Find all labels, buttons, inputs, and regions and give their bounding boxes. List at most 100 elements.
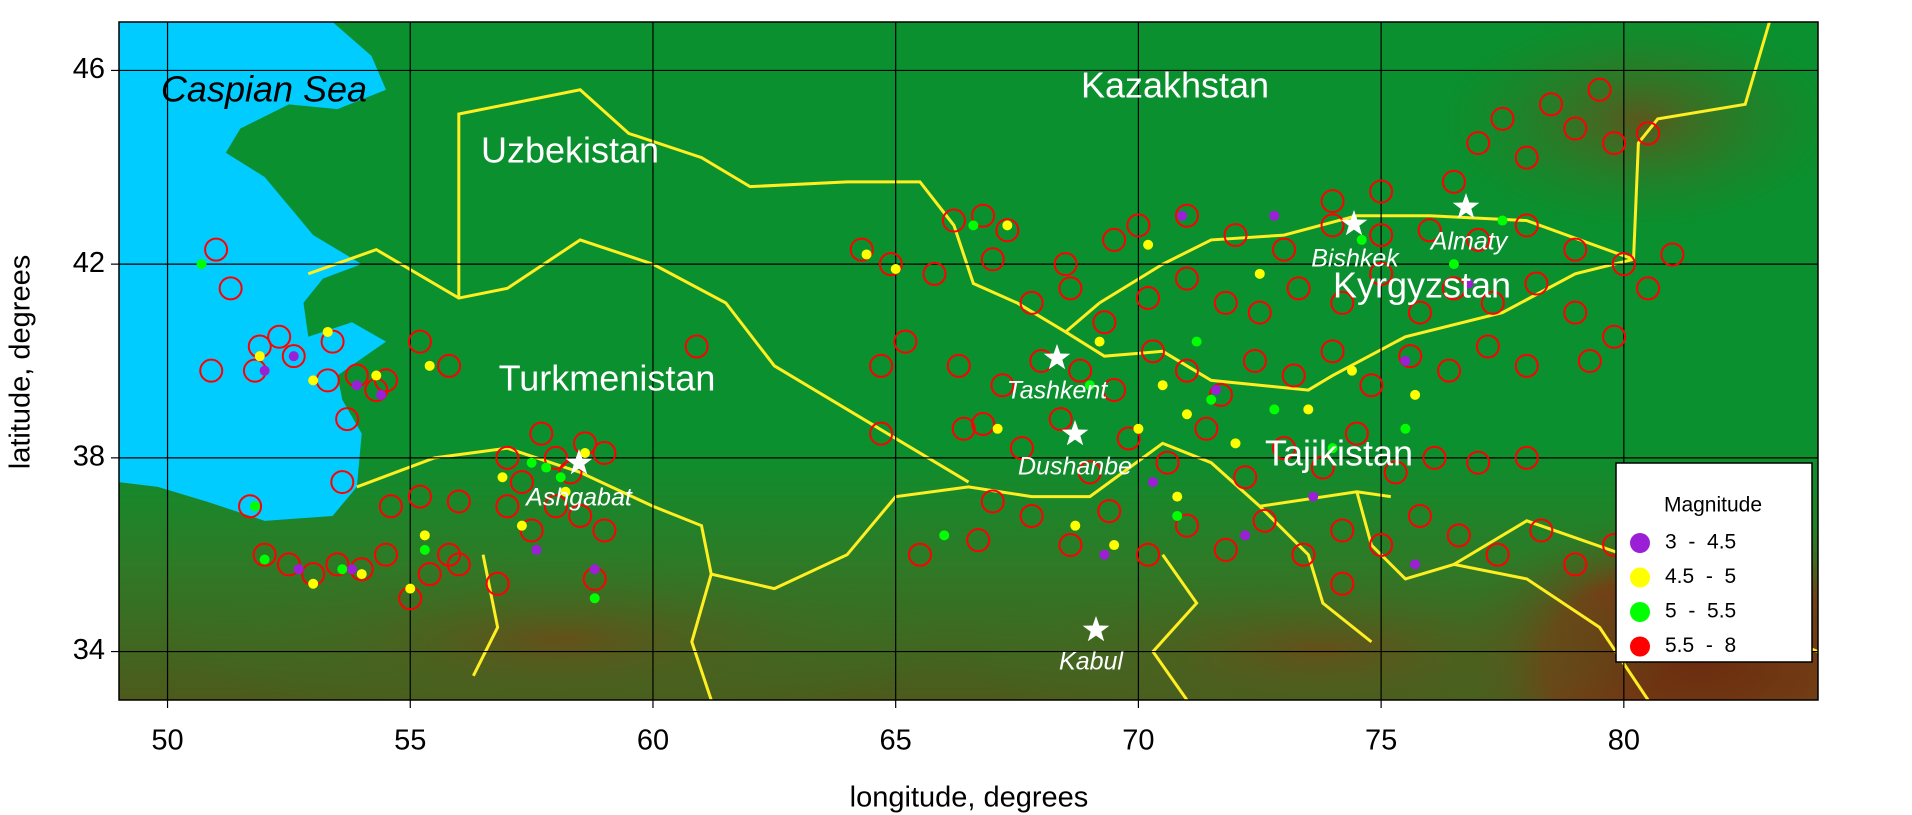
epicenter — [417, 562, 442, 587]
epicenter — [1247, 300, 1272, 325]
epicenter — [980, 247, 1005, 272]
epicenter — [267, 324, 292, 349]
epicenter — [1410, 389, 1421, 400]
legend: Magnitude 3 - 4.5 4.5 - 5 5 - 5.5 5.5 - 8 — [1615, 462, 1813, 663]
epicenter — [1475, 334, 1500, 359]
epicenter — [684, 334, 709, 359]
epicenter — [378, 494, 403, 519]
legend-swatch — [1630, 567, 1650, 588]
epicenter — [849, 237, 874, 262]
epicenter — [971, 411, 996, 436]
sea-label: Caspian Sea — [161, 69, 367, 110]
epicenter — [1466, 131, 1491, 156]
place-labels: Caspian Sea Kazakhstan Uzbekistan Turkme… — [161, 65, 1511, 676]
epicenter — [337, 564, 348, 575]
border — [1260, 506, 1372, 642]
epicenter — [1058, 533, 1083, 558]
city-label: Tashkent — [1007, 377, 1109, 405]
border — [308, 240, 968, 482]
epicenter — [1563, 300, 1588, 325]
epicenter — [951, 416, 976, 441]
epicenter — [1053, 252, 1078, 277]
epicenter — [330, 470, 355, 495]
city-star — [1043, 344, 1071, 370]
epicenter — [1398, 344, 1423, 369]
epicenter — [1109, 540, 1120, 551]
epicenter — [446, 552, 471, 577]
epicenter — [1084, 380, 1095, 391]
epicenter — [1252, 508, 1277, 533]
legend-swatch — [1630, 636, 1650, 657]
epicenter — [1485, 542, 1510, 567]
epicenter — [1272, 237, 1297, 262]
epicenter — [907, 542, 932, 567]
epicenter — [1330, 290, 1355, 315]
epicenter — [373, 542, 398, 567]
epicenter — [1563, 237, 1588, 262]
epicenter — [1194, 416, 1219, 441]
epicenter — [1213, 537, 1238, 562]
epicenter — [1291, 542, 1316, 567]
epicenter — [1281, 363, 1306, 388]
epicenter — [1490, 106, 1515, 131]
epicenter — [1369, 179, 1394, 204]
epicenter — [347, 564, 358, 575]
epicenter — [1417, 218, 1442, 243]
epicenter — [1448, 259, 1459, 270]
epicenter — [1446, 523, 1471, 548]
country-label: Kazakhstan — [1081, 65, 1269, 106]
epicenter — [1174, 358, 1199, 383]
epicenter — [1147, 477, 1158, 488]
epicenter — [1636, 121, 1661, 146]
country-label: Kyrgyzstan — [1333, 265, 1511, 306]
epicenter — [1330, 518, 1355, 543]
epicenter — [308, 375, 319, 386]
epicenter — [1172, 510, 1183, 521]
epicenter — [878, 252, 903, 277]
epicenter — [1563, 116, 1588, 141]
epicenter — [293, 564, 304, 575]
border — [1153, 555, 1197, 700]
epicenter — [1174, 203, 1199, 228]
epicenter — [1514, 445, 1539, 470]
epicenter — [1369, 223, 1394, 248]
epicenter — [218, 276, 243, 301]
epicenter — [541, 462, 552, 473]
epicenter — [589, 593, 600, 604]
caspian-sea — [119, 22, 386, 521]
epicenter — [1191, 336, 1202, 347]
epicenter — [446, 489, 471, 514]
epicenter — [1233, 465, 1258, 490]
epicenter — [1359, 373, 1384, 398]
epicenter — [1223, 223, 1248, 248]
epicenter — [1497, 215, 1508, 226]
epicenter — [419, 544, 430, 555]
y-axis-label: latitude, degrees — [5, 255, 37, 469]
epicenter — [980, 489, 1005, 514]
epicenter — [437, 542, 462, 567]
plot-frame — [118, 21, 1819, 701]
epicenter — [869, 353, 894, 378]
epicenter — [1310, 455, 1335, 480]
epicenter — [1529, 518, 1554, 543]
epicenter — [276, 552, 301, 577]
relief-mid — [960, 560, 1680, 700]
epicenter — [495, 445, 520, 470]
epicenter — [1254, 268, 1265, 279]
epicenter — [509, 470, 534, 495]
epicenter — [407, 329, 432, 354]
border — [357, 443, 1391, 588]
epicenter — [1327, 443, 1338, 454]
country-label: Uzbekistan — [481, 130, 659, 171]
city-star — [1061, 420, 1089, 446]
epicenter — [1136, 542, 1161, 567]
country-label: Tajikistan — [1265, 433, 1413, 474]
epicenter — [1174, 266, 1199, 291]
epicenter — [519, 518, 544, 543]
epicenter — [995, 218, 1020, 243]
x-tick-label: 75 — [1365, 725, 1397, 757]
epicenter — [1514, 353, 1539, 378]
epicenter — [351, 380, 362, 391]
epicenter — [890, 263, 901, 274]
